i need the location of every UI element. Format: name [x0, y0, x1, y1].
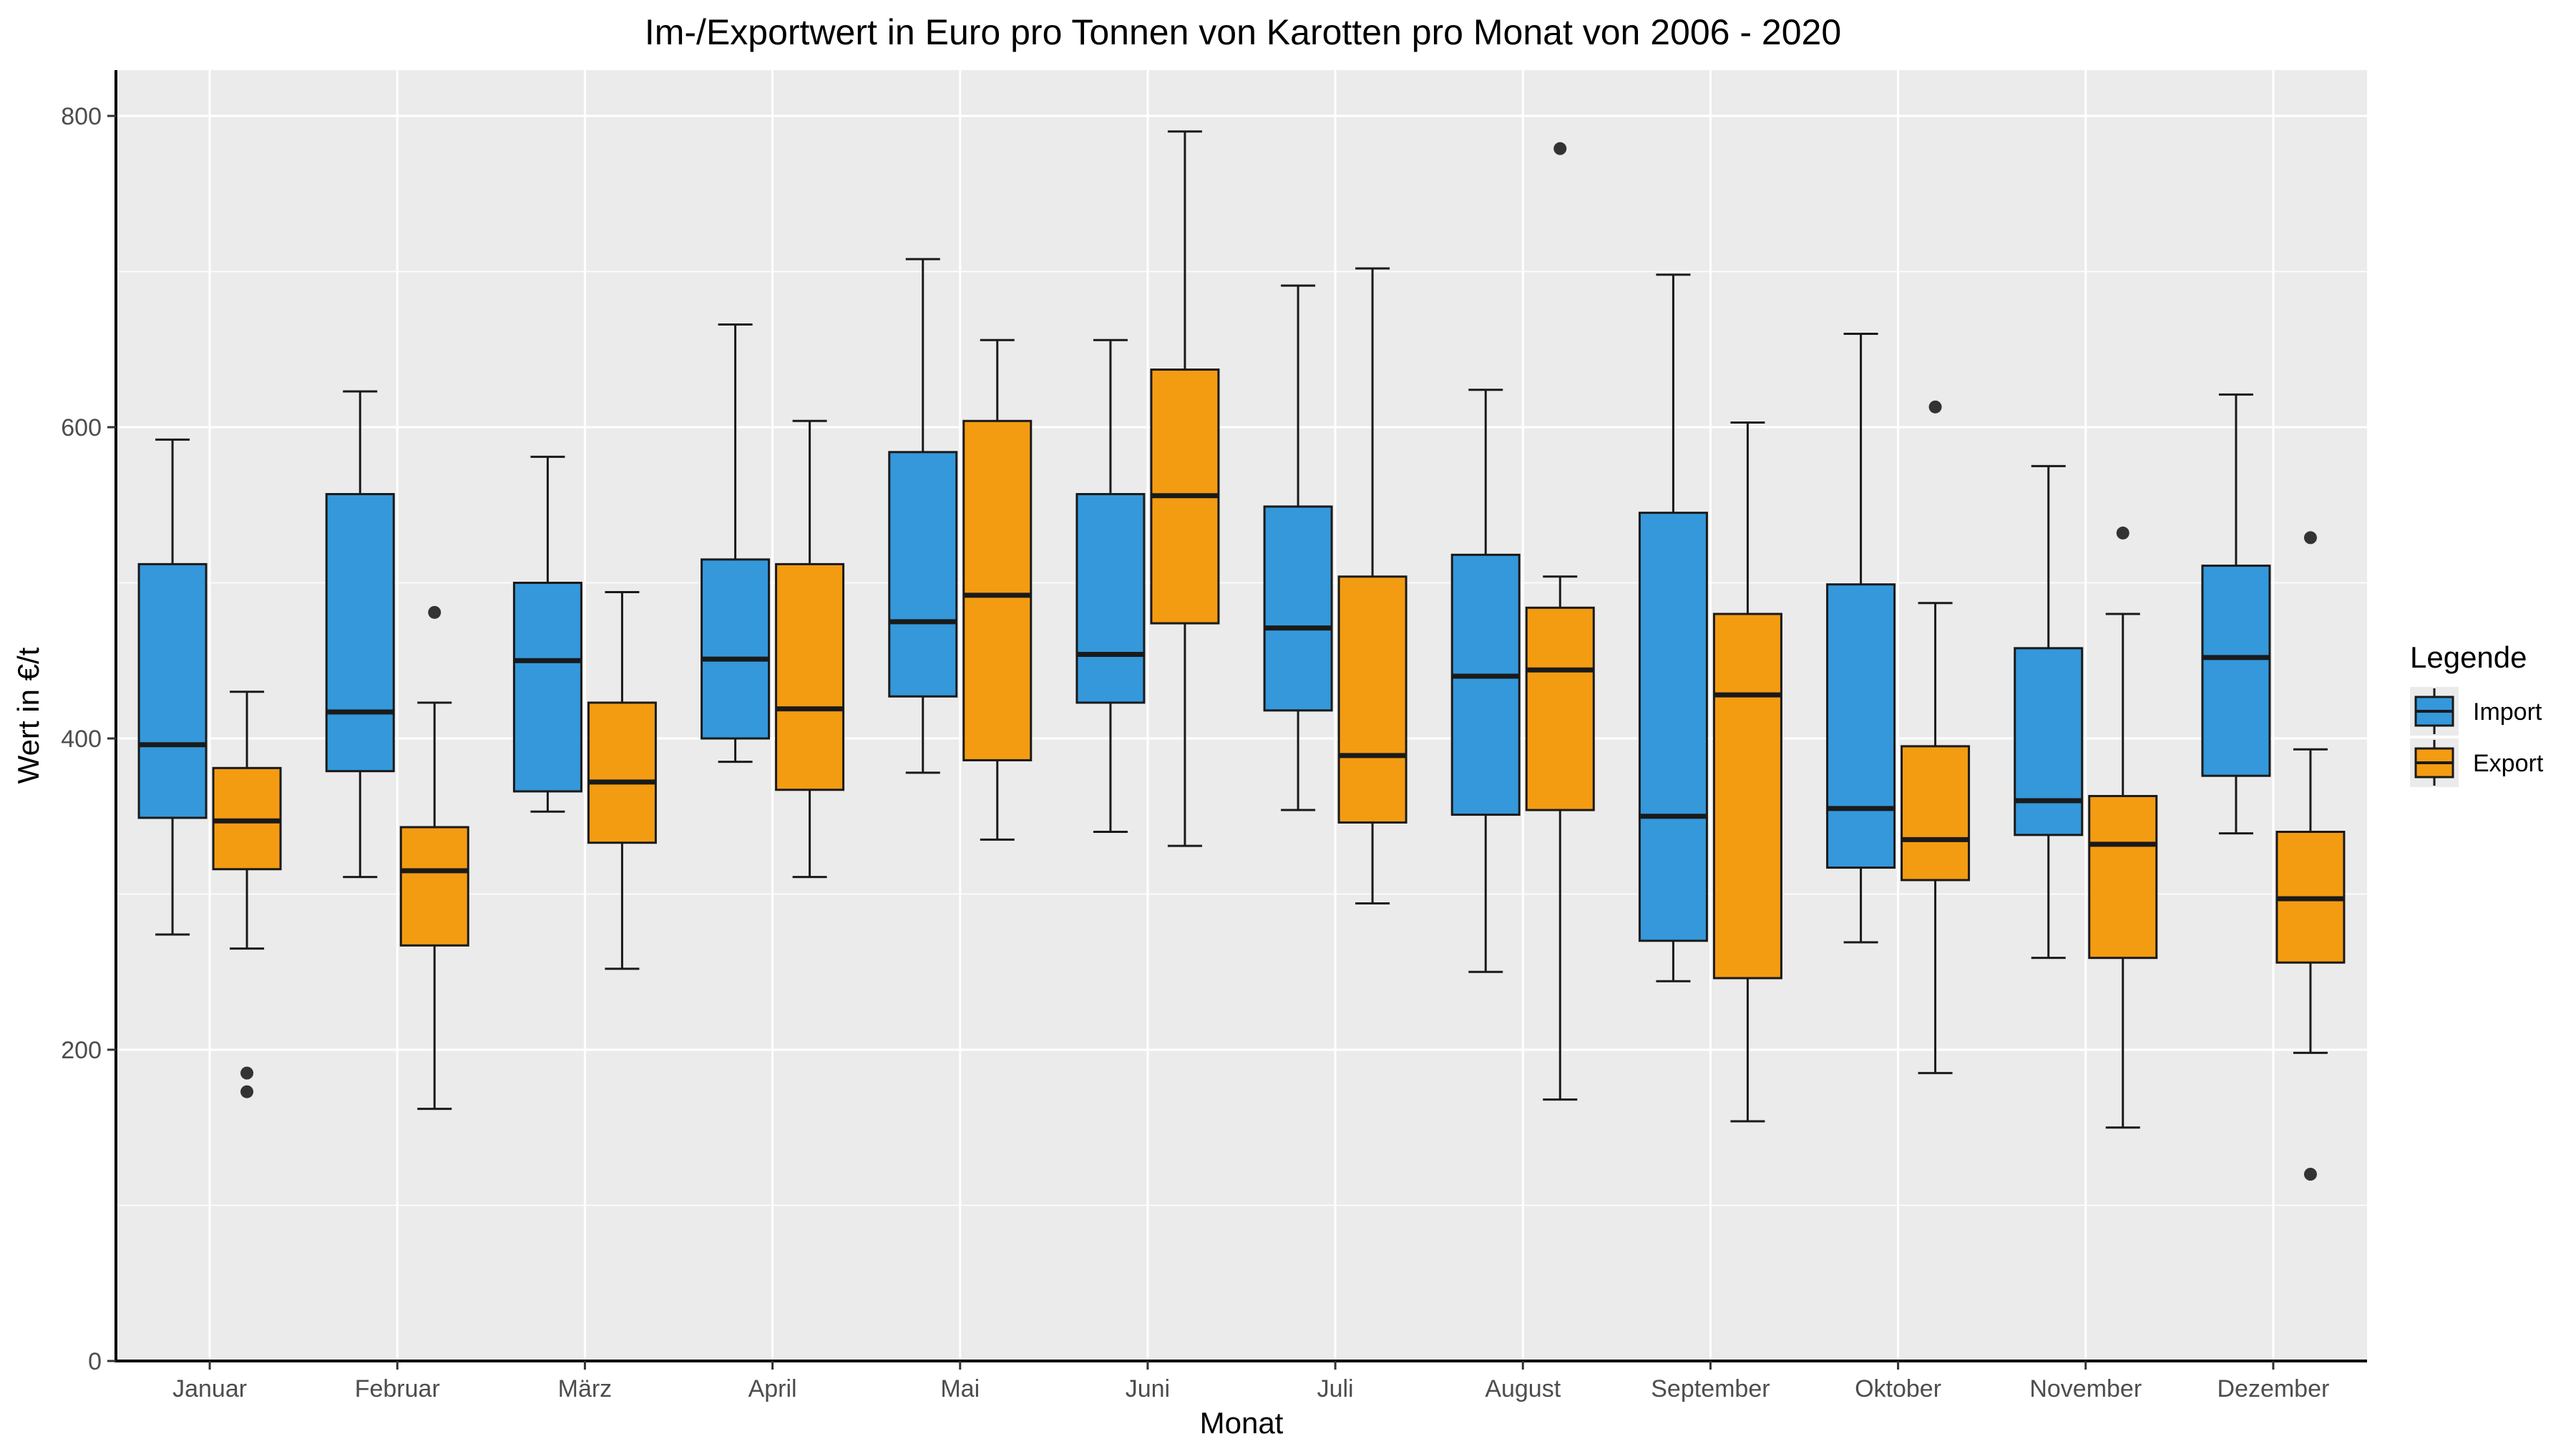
legend-item-import: Import [2410, 687, 2542, 736]
box-import-januar [137, 438, 208, 936]
box-body [1638, 512, 1708, 942]
y-tick-label: 800 [61, 103, 102, 130]
box-import-märz [512, 455, 582, 813]
legend: Legende Import Export [2410, 640, 2544, 787]
x-tick-label: Januar [172, 1375, 247, 1402]
outlier-point [2116, 526, 2129, 540]
box-body [1075, 493, 1146, 704]
box-body [1826, 583, 1896, 869]
box-import-februar [325, 390, 395, 879]
box-import-dezember [2201, 393, 2271, 835]
outlier-point [1928, 400, 1942, 414]
outlier-point [240, 1066, 254, 1080]
legend-item-export: Export [2410, 738, 2544, 787]
outlier-point [240, 1085, 254, 1098]
box-export-januar [212, 691, 282, 1098]
box-export-februar [399, 605, 469, 1111]
box-export-juni [1150, 130, 1220, 847]
box-body [2088, 794, 2158, 960]
axes: 0 200 400 600 800 Januar Februar März April Mai Ju… [61, 70, 2367, 1402]
x-tick-label: Juni [1126, 1375, 1170, 1402]
boxes [137, 130, 2346, 1181]
x-tick-label: April [748, 1375, 797, 1402]
x-tick-label: März [558, 1375, 613, 1402]
box-export-august [1525, 142, 1595, 1101]
box-body [512, 582, 582, 793]
box-body [325, 493, 395, 773]
box-export-september [1712, 421, 1782, 1123]
legend-label: Export [2473, 750, 2544, 777]
box-body [2014, 647, 2084, 836]
x-tick-label: August [1485, 1375, 1561, 1402]
box-import-november [2014, 464, 2084, 960]
box-body [775, 562, 845, 791]
x-tick-label: Oktober [1855, 1375, 1941, 1402]
box-export-oktober [1901, 400, 1971, 1075]
box-body [1712, 613, 1782, 980]
grid [116, 70, 2367, 1362]
box-import-september [1638, 273, 1708, 982]
x-tick-label: Dezember [2217, 1375, 2329, 1402]
outlier-point [428, 605, 441, 619]
box-export-märz [587, 591, 657, 970]
box-body [1525, 606, 1595, 811]
x-tick-label: September [1651, 1375, 1770, 1402]
box-body [399, 826, 469, 947]
x-tick-label: Juli [1317, 1375, 1354, 1402]
box-export-november [2088, 526, 2158, 1129]
legend-label: Import [2473, 698, 2542, 726]
plot-panel [116, 70, 2367, 1361]
outlier-point [2303, 531, 2317, 545]
box-export-dezember [2275, 531, 2346, 1181]
box-export-april [775, 419, 845, 879]
y-tick-label: 400 [61, 726, 102, 753]
y-tick-label: 0 [88, 1348, 102, 1375]
box-body [1337, 575, 1407, 824]
x-tick-label: November [2029, 1375, 2142, 1402]
chart-title: Im-/Exportwert in Euro pro Tonnen von Ka… [645, 12, 1841, 52]
box-import-juli [1263, 284, 1333, 811]
box-export-juli [1337, 267, 1407, 905]
y-tick-label: 600 [61, 414, 102, 441]
box-body [2201, 565, 2271, 777]
outlier-point [1553, 142, 1567, 155]
box-import-juni [1075, 338, 1146, 833]
box-body [587, 701, 657, 844]
box-body [137, 562, 208, 819]
box-body [1901, 745, 1971, 882]
box-import-april [701, 323, 771, 763]
box-import-august [1450, 389, 1521, 973]
box-body [1263, 505, 1333, 712]
box-body [962, 419, 1033, 761]
x-tick-label: Mai [940, 1375, 980, 1402]
box-export-mai [962, 338, 1033, 841]
box-import-oktober [1826, 333, 1896, 944]
outlier-point [2303, 1168, 2317, 1181]
legend-title: Legende [2410, 640, 2527, 674]
box-body [888, 451, 958, 698]
box-body [1450, 553, 1521, 816]
x-tick-label: Februar [355, 1375, 440, 1402]
box-body [701, 558, 771, 740]
y-axis-title: Wert in €/t [11, 647, 45, 784]
x-axis-title: Monat [1200, 1406, 1284, 1440]
box-import-mai [888, 258, 958, 774]
y-tick-label: 200 [61, 1037, 102, 1064]
